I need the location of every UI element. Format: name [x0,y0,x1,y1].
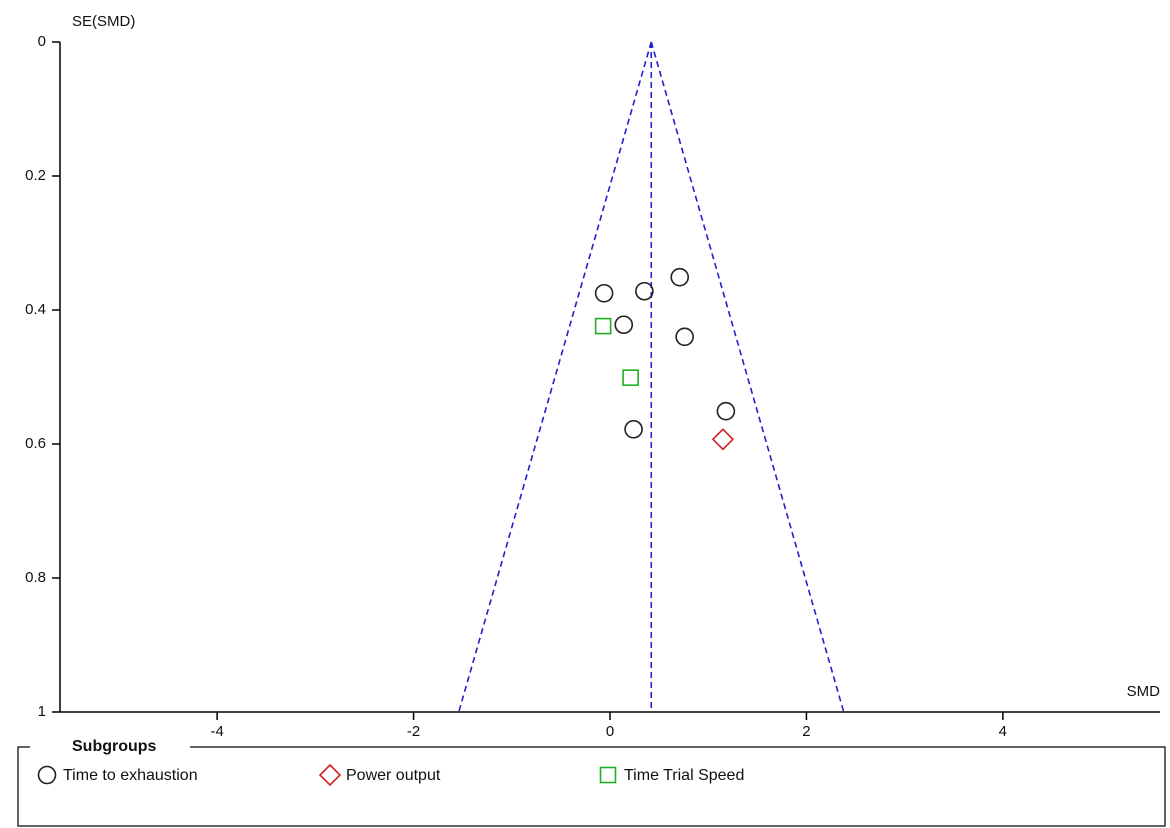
x-tick-label: 4 [999,723,1007,740]
data-point [624,419,643,439]
legend-box [17,746,1166,827]
funnel-limit [650,41,845,713]
legend-title-bg [30,738,190,756]
y-tick-label: 0.4 [25,301,46,318]
data-point [711,428,735,451]
legend-label: Power output [346,767,441,784]
data-point [614,315,634,335]
y-tick-label: 0 [38,33,46,50]
y-tick-label: 1 [38,703,46,720]
data-point [594,317,612,335]
data-point [594,283,614,303]
data-point [670,267,690,287]
x-tick-label: 2 [802,723,810,740]
x-tick-label: -2 [407,723,420,740]
data-point [675,327,694,347]
legend-marker [37,765,57,785]
legend-label: Time to exhaustion [63,767,198,784]
x-tick-label: -4 [210,723,223,740]
legend-title: Subgroups [72,738,157,755]
funnel-limit [457,41,653,713]
data-point [635,281,654,301]
y-tick-label: 0.2 [25,167,46,184]
legend-marker [599,766,617,784]
legend-label: Time Trial Speed [624,767,744,784]
data-point [716,401,736,421]
x-tick-label: 0 [606,723,614,740]
y-axis-label: SE(SMD) [72,13,135,30]
y-tick-label: 0.8 [25,569,46,586]
y-tick-label: 0.6 [25,435,46,452]
data-point [622,369,639,386]
x-axis-label: SMD [1127,683,1161,700]
legend-marker [318,763,342,787]
